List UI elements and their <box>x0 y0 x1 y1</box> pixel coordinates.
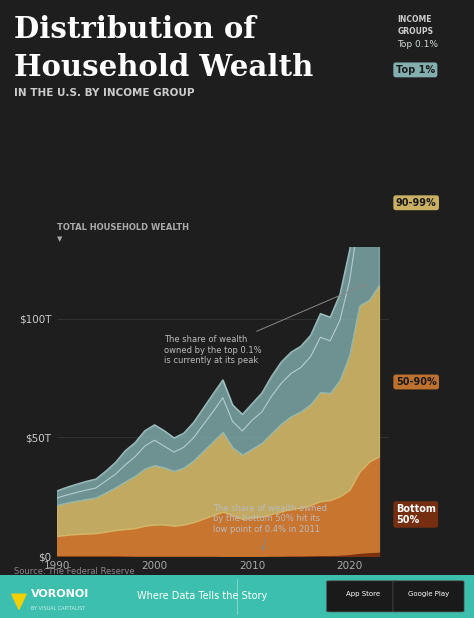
Text: IN THE U.S. BY INCOME GROUP: IN THE U.S. BY INCOME GROUP <box>14 88 195 98</box>
Text: Distribution of: Distribution of <box>14 15 256 44</box>
Text: 90-99%: 90-99% <box>396 198 437 208</box>
Text: Top 1%: Top 1% <box>396 65 435 75</box>
Text: Bottom
50%: Bottom 50% <box>396 504 436 525</box>
Polygon shape <box>12 595 26 609</box>
Text: The share of wealth owned
by the bottom 50% hit its
low point of 0.4% in 2011: The share of wealth owned by the bottom … <box>213 504 327 550</box>
Text: App Store: App Store <box>346 591 380 597</box>
Text: Top 0.1%: Top 0.1% <box>397 40 438 49</box>
Text: Google Play: Google Play <box>408 591 450 597</box>
Text: BY VISUAL CAPITALIST: BY VISUAL CAPITALIST <box>31 606 85 611</box>
Text: Household Wealth: Household Wealth <box>14 53 313 82</box>
Text: Source: The Federal Reserve: Source: The Federal Reserve <box>14 567 135 576</box>
Text: ▼: ▼ <box>57 236 62 242</box>
Text: 50-90%: 50-90% <box>396 377 437 387</box>
Text: The share of wealth
owned by the top 0.1%
is currently at its peak: The share of wealth owned by the top 0.1… <box>164 284 365 365</box>
FancyBboxPatch shape <box>327 581 398 612</box>
Text: Where Data Tells the Story: Where Data Tells the Story <box>137 591 268 601</box>
Text: TOTAL HOUSEHOLD WEALTH: TOTAL HOUSEHOLD WEALTH <box>57 222 189 232</box>
Text: VORONOI: VORONOI <box>31 589 89 599</box>
FancyBboxPatch shape <box>393 581 464 612</box>
Text: INCOME
GROUPS: INCOME GROUPS <box>397 15 433 36</box>
